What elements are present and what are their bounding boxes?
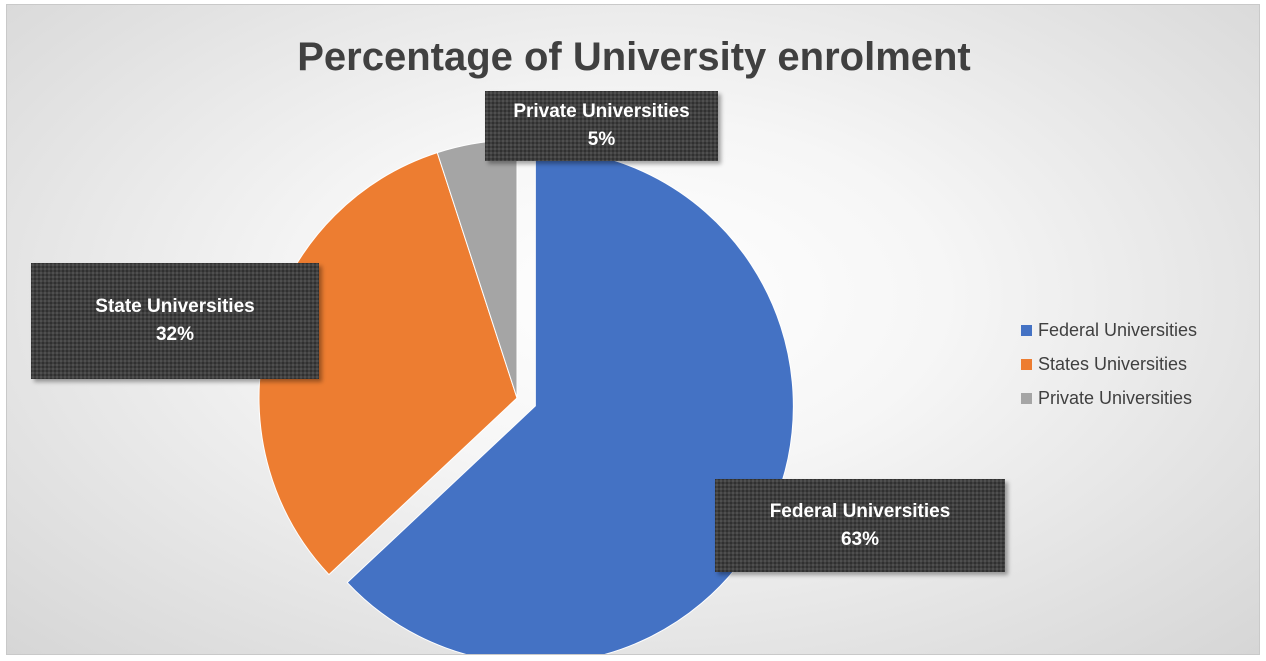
legend: Federal Universities States Universities… <box>1021 313 1197 415</box>
data-label-private: Private Universities 5% <box>485 91 718 161</box>
pie-chart <box>258 139 794 654</box>
legend-item-federal: Federal Universities <box>1021 313 1197 347</box>
legend-label-federal: Federal Universities <box>1038 319 1198 340</box>
data-label-federal-category: Federal Universities <box>769 500 951 522</box>
legend-swatch-private <box>1021 392 1032 404</box>
chart-title: Percentage of University enrolment <box>297 35 971 79</box>
legend-item-states: States Universities <box>1021 347 1197 381</box>
data-label-state-value: 32% <box>155 324 195 345</box>
data-label-state-category: State Universities <box>95 296 255 318</box>
legend-label-private: Private Universities <box>1038 387 1193 408</box>
legend-label-states: States Universities <box>1038 353 1188 374</box>
legend-item-private: Private Universities <box>1021 381 1197 415</box>
data-label-federal: Federal Universities 63% <box>715 479 1005 572</box>
data-label-state: State Universities 32% <box>31 263 319 379</box>
data-label-private-category: Private Universities <box>513 101 690 123</box>
data-label-federal-value: 63% <box>840 528 880 550</box>
chart-area: Percentage of University enrolment Priva… <box>6 4 1260 655</box>
data-label-private-value: 5% <box>587 129 616 150</box>
legend-swatch-states <box>1021 358 1032 370</box>
legend-swatch-federal <box>1021 324 1032 336</box>
